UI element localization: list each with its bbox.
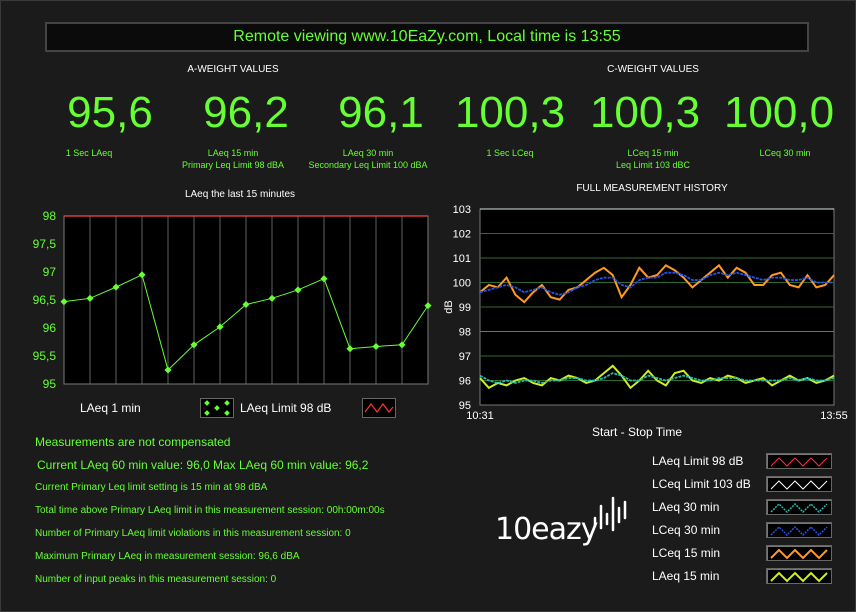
data-point bbox=[398, 341, 406, 349]
y-tick-label: 101 bbox=[453, 253, 471, 265]
legend-swatch bbox=[766, 522, 832, 538]
max-primary-laeq-text: Maximum Primary LAeq in measurement sess… bbox=[35, 551, 300, 562]
data-point bbox=[216, 323, 224, 331]
y-tick-label: 95 bbox=[43, 377, 57, 391]
10eazy-logo: 10eazy bbox=[495, 486, 635, 556]
legend-laeq-30min: LAeq 30 min bbox=[652, 498, 832, 516]
y-tick-label: 98 bbox=[43, 209, 57, 223]
caption-line: Primary Leq Limit 98 dBA bbox=[181, 160, 285, 170]
legend-swatch bbox=[766, 545, 832, 561]
y-tick-label: 95 bbox=[459, 400, 471, 412]
caption-line: 1 Sec LAeq bbox=[65, 148, 113, 158]
y-tick-label: 96,5 bbox=[33, 293, 57, 307]
y-tick-label: 99 bbox=[459, 302, 471, 314]
readout-laeq-15min-value: 96,2 bbox=[203, 88, 289, 137]
right-chart-title: FULL MEASUREMENT HISTORY bbox=[576, 183, 728, 194]
readout-1sec-laeq-value: 95,6 bbox=[67, 88, 153, 137]
caption-line: 1 Sec LCeq bbox=[486, 148, 534, 158]
legend-swatch bbox=[766, 453, 832, 469]
y-tick-label: 97,5 bbox=[33, 237, 57, 251]
x-tick-label: 10:31 bbox=[466, 410, 494, 422]
left-chart-title: LAeq the last 15 minutes bbox=[184, 189, 296, 200]
caption-line: LCeq 15 min bbox=[627, 148, 679, 158]
readout-laeq-15min-caption: LAeq 15 min Primary Leq Limit 98 dBA bbox=[148, 147, 318, 171]
data-point bbox=[164, 366, 172, 374]
legend-laeq-limit: LAeq Limit 98 dB bbox=[652, 452, 832, 470]
y-tick-label: 96 bbox=[459, 376, 471, 388]
left-legend-series-label: LAeq 1 min bbox=[80, 401, 141, 415]
data-point bbox=[242, 300, 250, 309]
legend-label: LAeq 30 min bbox=[652, 500, 720, 514]
series-line bbox=[479, 364, 835, 390]
caption-line: Leq Limit 103 dBC bbox=[615, 160, 691, 170]
c-weight-header: C-WEIGHT VALUES bbox=[607, 64, 699, 75]
a-weight-header: A-WEIGHT VALUES bbox=[187, 64, 279, 75]
caption-line: Secondary Leq Limit 100 dBA bbox=[308, 160, 428, 170]
readout-laeq-30min-value: 96,1 bbox=[338, 88, 424, 137]
data-point bbox=[86, 294, 94, 302]
legend-label: LCeq 30 min bbox=[652, 523, 721, 537]
left-legend-series-swatch bbox=[200, 398, 234, 418]
data-point bbox=[372, 342, 380, 351]
data-point bbox=[190, 341, 198, 349]
readout-1sec-lceq-value: 100,3 bbox=[454, 88, 566, 137]
remote-viewing-banner: Remote viewing www.10EaZy.com, Local tim… bbox=[45, 22, 809, 52]
legend-label: LCeq Limit 103 dB bbox=[652, 477, 751, 491]
input-peaks-text: Number of input peaks in this measuremen… bbox=[35, 574, 277, 585]
data-point bbox=[268, 294, 276, 302]
readout-lceq-30min-value: 100,0 bbox=[723, 88, 835, 137]
logo-text: 10eazy bbox=[495, 512, 599, 547]
full-measurement-history-chart: 103 102 101 100 99 98 97 96 95 dB 10:31 13:55 Start … bbox=[443, 204, 848, 439]
limit-setting-text: Current Primary Leq limit setting is 15 … bbox=[35, 482, 268, 493]
legend-swatch bbox=[766, 476, 832, 492]
data-point bbox=[424, 302, 432, 310]
data-point bbox=[138, 271, 146, 279]
y-tick-label: 100 bbox=[453, 278, 471, 290]
caption-line: LAeq 15 min bbox=[207, 148, 259, 158]
left-legend-limit-swatch bbox=[362, 398, 396, 418]
y-tick-label: 103 bbox=[453, 204, 471, 216]
limit-violations-text: Number of Primary LAeq limit violations … bbox=[35, 528, 351, 539]
y-tick-label: 98 bbox=[459, 327, 471, 339]
series-line bbox=[479, 271, 834, 296]
current-laeq-60-value: Current LAeq 60 min value: 96,0 bbox=[37, 458, 210, 472]
readout-1sec-laeq-caption: 1 Sec LAeq bbox=[4, 147, 174, 159]
readout-lceq-30min-caption: LCeq 30 min bbox=[700, 147, 856, 159]
data-point bbox=[320, 275, 328, 283]
readout-laeq-30min-caption: LAeq 30 min Secondary Leq Limit 100 dBA bbox=[283, 147, 453, 171]
legend-lceq-15min: LCeq 15 min bbox=[652, 544, 832, 562]
legend-lceq-30min: LCeq 30 min bbox=[652, 521, 832, 539]
left-legend-limit-label: LAeq Limit 98 dB bbox=[240, 401, 332, 415]
y-tick-label: 96 bbox=[43, 321, 57, 335]
compensation-status: Measurements are not compensated bbox=[35, 435, 231, 449]
data-point bbox=[112, 283, 120, 291]
legend-label: LAeq 15 min bbox=[652, 569, 720, 583]
legend-swatch bbox=[766, 499, 832, 515]
x-axis-label: Start - Stop Time bbox=[592, 425, 682, 439]
readout-lceq-15min-caption: LCeq 15 min Leq Limit 103 dBC bbox=[568, 147, 738, 171]
legend-lceq-limit: LCeq Limit 103 dB bbox=[652, 475, 832, 493]
readout-1sec-lceq-caption: 1 Sec LCeq bbox=[425, 147, 595, 159]
y-tick-label: 102 bbox=[453, 229, 471, 241]
readout-lceq-15min-value: 100,3 bbox=[589, 88, 701, 137]
x-tick-label: 13:55 bbox=[820, 410, 848, 422]
caption-line: LAeq 30 min bbox=[342, 148, 394, 158]
logo-bars-icon bbox=[593, 496, 627, 532]
y-axis-label: dB bbox=[443, 300, 455, 313]
legend-swatch bbox=[766, 568, 832, 584]
y-tick-label: 97 bbox=[43, 265, 57, 279]
legend-label: LCeq 15 min bbox=[652, 546, 721, 560]
time-above-limit-text: Total time above Primary LAeq limit in t… bbox=[35, 505, 385, 516]
caption-line: LCeq 30 min bbox=[759, 148, 811, 158]
data-point bbox=[294, 286, 302, 294]
laeq-15min-chart: 98 97,5 97 96,5 96 95,5 95 bbox=[33, 209, 432, 391]
legend-label: LAeq Limit 98 dB bbox=[652, 454, 744, 468]
y-tick-label: 95,5 bbox=[33, 349, 57, 363]
data-point bbox=[346, 345, 354, 353]
series-line bbox=[479, 372, 835, 384]
y-tick-label: 97 bbox=[459, 351, 471, 363]
max-laeq-60-value: Max LAeq 60 min value: 96,2 bbox=[213, 458, 369, 472]
legend-laeq-15min: LAeq 15 min bbox=[652, 567, 832, 585]
